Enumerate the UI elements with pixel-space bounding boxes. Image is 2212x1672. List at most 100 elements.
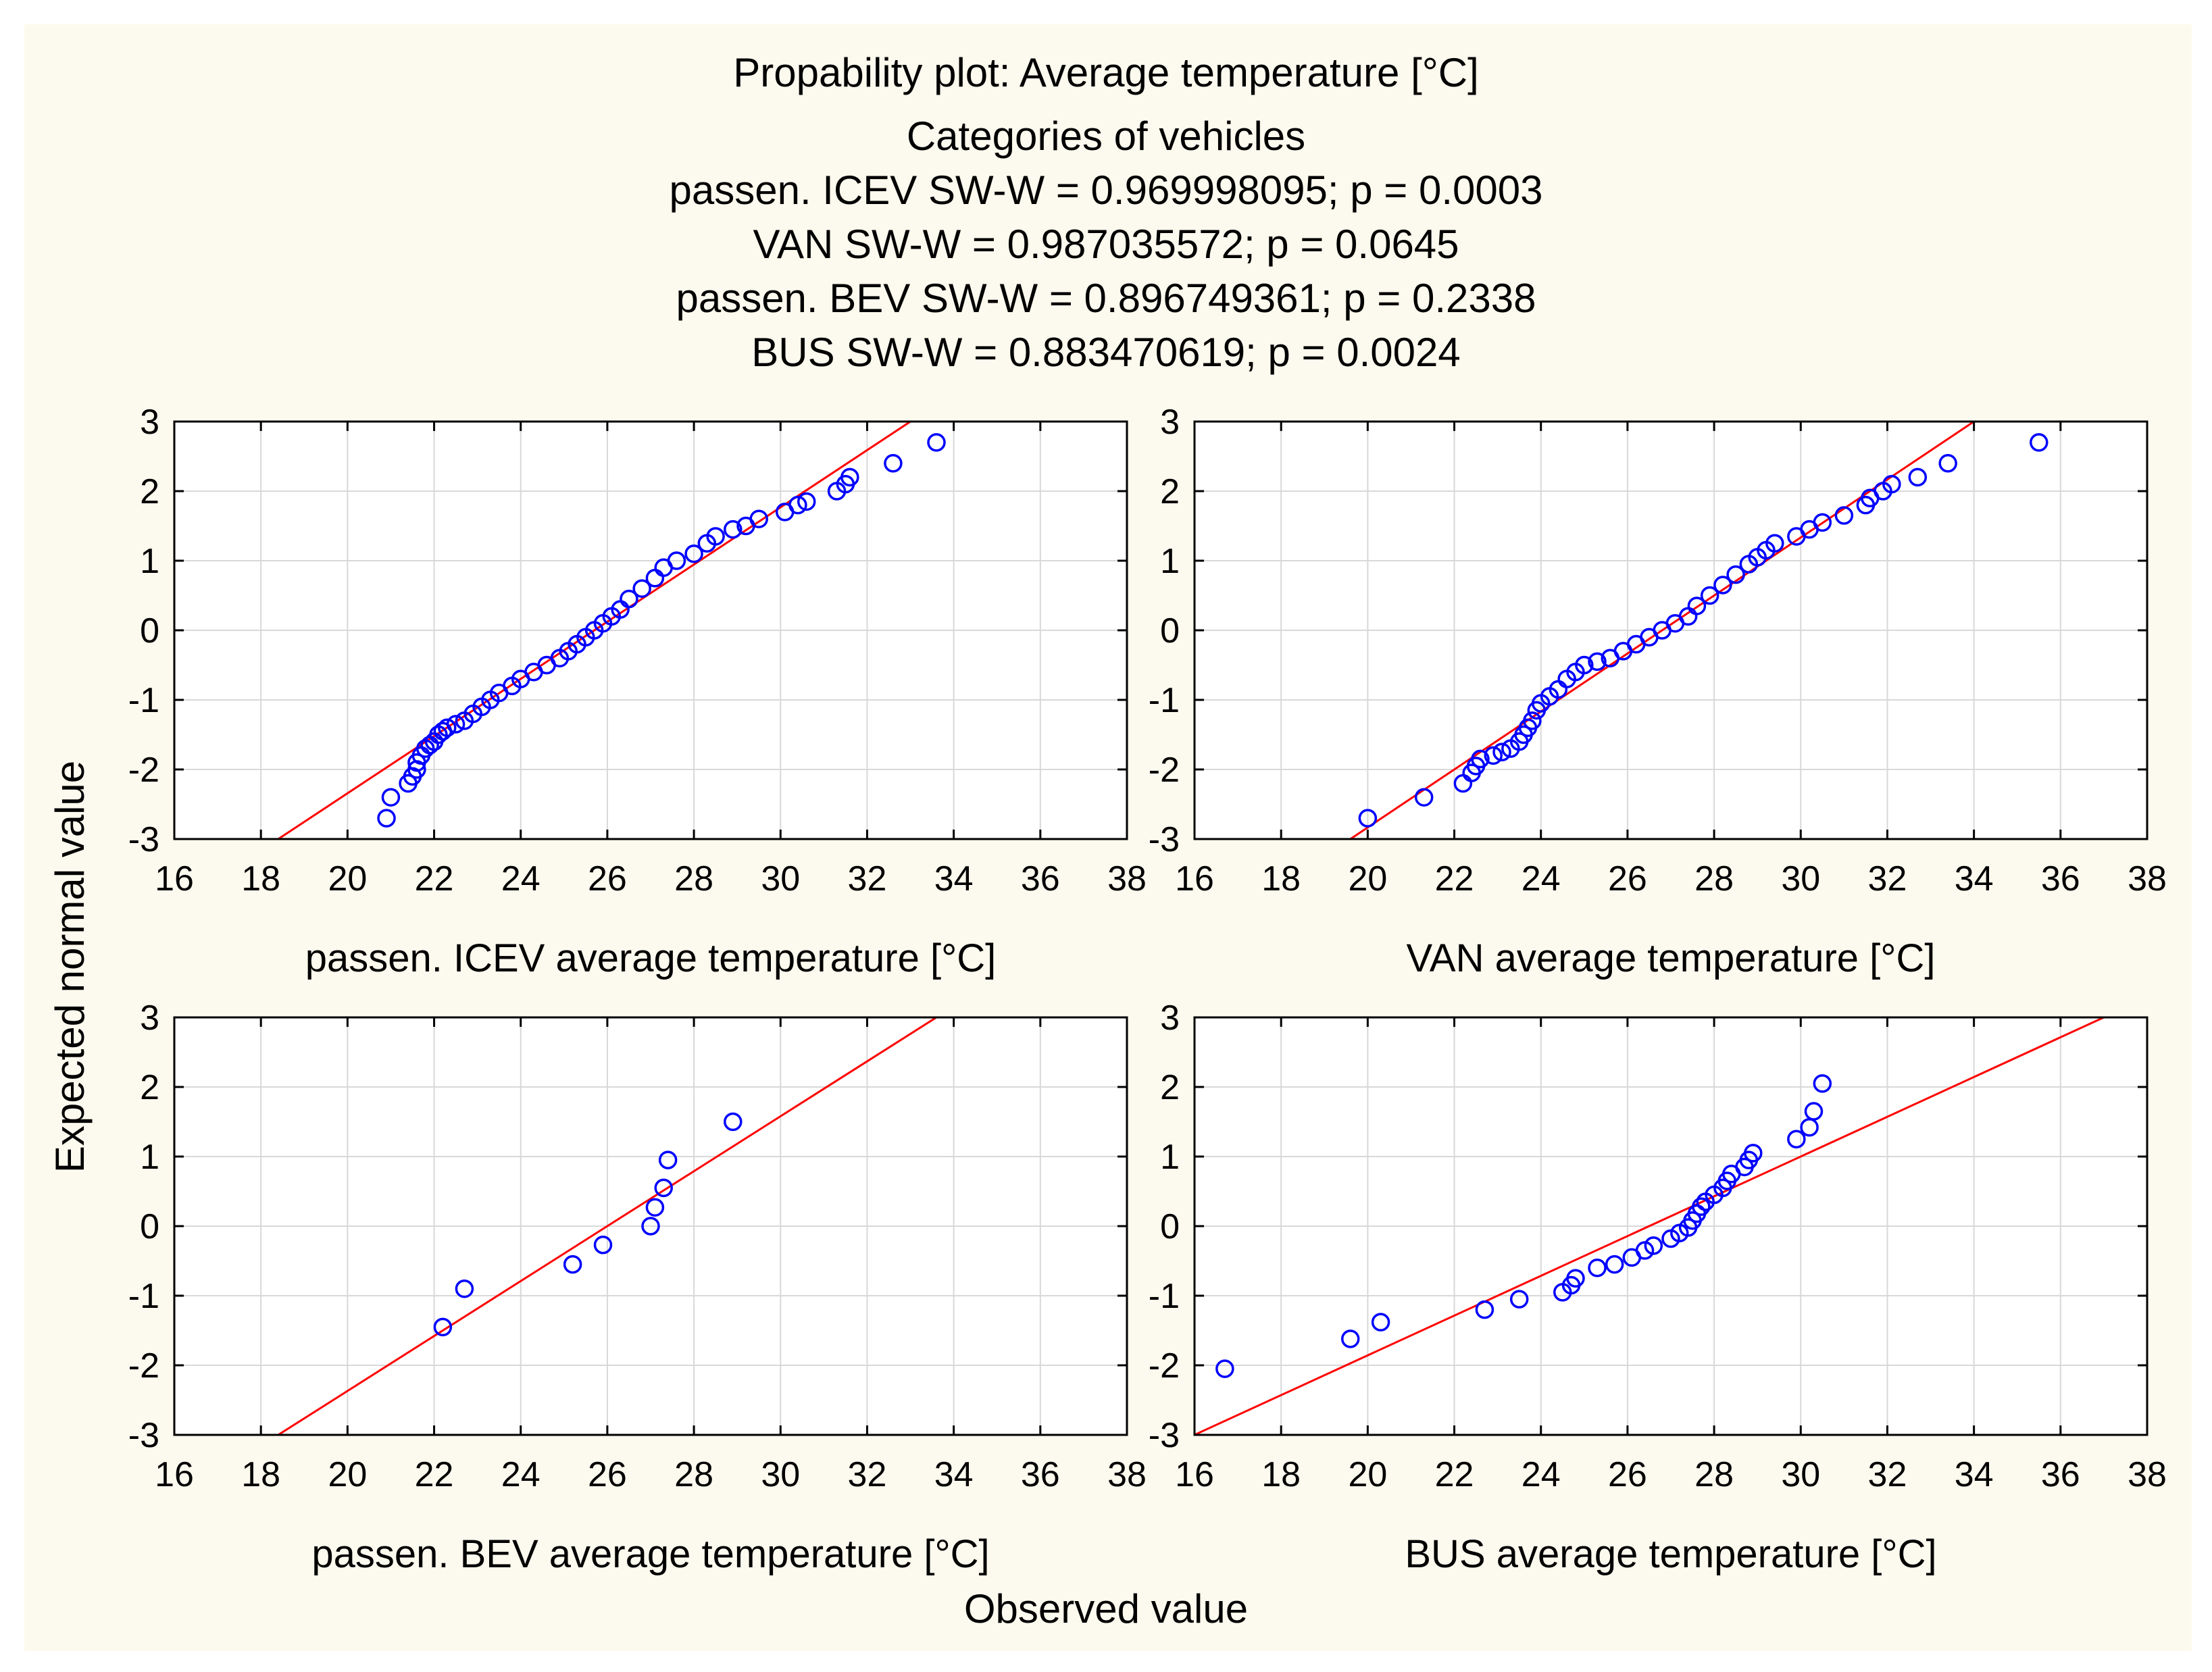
data-point xyxy=(1605,1255,1624,1274)
data-point xyxy=(1692,1197,1711,1216)
x-tick-label: 24 xyxy=(501,1455,541,1494)
data-point xyxy=(1765,534,1784,553)
data-point xyxy=(1414,788,1434,807)
stat-line-van: VAN SW-W = 0.987035572; p = 0.0645 xyxy=(753,222,1459,267)
y-tick-label: 0 xyxy=(140,611,159,651)
y-tick-label: 2 xyxy=(1160,472,1180,511)
data-point xyxy=(377,809,396,828)
x-tick-label: 22 xyxy=(1435,1455,1474,1494)
data-point xyxy=(927,433,946,452)
data-point xyxy=(1938,454,1957,473)
data-point xyxy=(1509,1290,1529,1309)
x-tick-label: 36 xyxy=(2041,1455,2080,1494)
data-point xyxy=(1713,576,1732,594)
data-point xyxy=(1575,655,1594,675)
data-point xyxy=(1700,586,1719,605)
x-tick-label: 18 xyxy=(241,859,280,898)
fit-line xyxy=(277,422,911,839)
data-point xyxy=(1908,467,1928,487)
x-tick-label: 20 xyxy=(1348,859,1387,898)
data-point xyxy=(2030,433,2048,452)
stat-line-bus: BUS SW-W = 0.883470619; p = 0.0024 xyxy=(751,330,1461,375)
y-tick-label: 0 xyxy=(140,1207,159,1246)
x-tick-label: 28 xyxy=(674,1455,713,1494)
chart-title: Propability plot: Average temperature [°… xyxy=(733,50,1479,95)
x-tick-label: 36 xyxy=(1021,859,1060,898)
y-tick-label: 1 xyxy=(140,1138,159,1177)
x-tick-label: 34 xyxy=(1955,859,1994,898)
data-point xyxy=(563,1255,582,1274)
y-tick-label: -3 xyxy=(128,1416,159,1455)
y-tick-label: 1 xyxy=(1160,1138,1180,1177)
data-point xyxy=(1726,565,1745,584)
data-point xyxy=(684,544,703,563)
data-point xyxy=(645,1198,665,1217)
data-point xyxy=(1484,746,1503,765)
y-tick-label: -2 xyxy=(128,751,159,790)
x-tick-label: 32 xyxy=(1868,859,1907,898)
data-point xyxy=(593,1236,613,1255)
y-tick-label: 2 xyxy=(1160,1068,1180,1107)
x-tick-label: 18 xyxy=(241,1455,280,1494)
data-point xyxy=(1588,1259,1607,1277)
x-tick-label: 34 xyxy=(934,859,974,898)
data-point xyxy=(446,715,466,734)
y-tick-label: -1 xyxy=(128,1277,159,1316)
y-tick-label: -2 xyxy=(1149,751,1180,790)
data-point xyxy=(788,495,807,515)
data-point xyxy=(1475,1300,1494,1319)
plot-bev: 16 18 20 22 24 26 28 30 32 34 36 38 -3 -2 -1 0 1 2 3 xyxy=(128,998,1147,1494)
x-tick-label: 38 xyxy=(1107,859,1147,898)
data-point xyxy=(840,467,859,487)
x-tick-label: 22 xyxy=(415,859,454,898)
x-tick-label: 20 xyxy=(328,859,367,898)
x-tick-label: 24 xyxy=(1522,859,1561,898)
x-tick-label: 26 xyxy=(588,859,627,898)
x-tick-label: 30 xyxy=(761,1455,800,1494)
plot-icev: 16 18 20 22 24 26 28 30 32 34 36 38 -3 -2 -1 0 1 2 3 xyxy=(128,403,1147,898)
data-point xyxy=(1882,474,1901,494)
x-tick-label: 36 xyxy=(1021,1455,1060,1494)
x-tick-label: 30 xyxy=(1781,1455,1820,1494)
stat-line-bev: passen. BEV SW-W = 0.896749361; p = 0.23… xyxy=(676,276,1536,321)
y-tick-label: -3 xyxy=(128,820,159,859)
data-point xyxy=(724,1112,743,1132)
y-tick-label: 3 xyxy=(1160,403,1180,442)
y-tick-label: 3 xyxy=(140,998,159,1038)
y-tick-label: -3 xyxy=(1149,1416,1180,1455)
data-point xyxy=(1358,809,1378,828)
x-tick-label: 38 xyxy=(2128,859,2167,898)
x-tick-label: 38 xyxy=(1107,1455,1147,1494)
data-point xyxy=(632,579,651,598)
plot-bus: 16 18 20 22 24 26 28 30 32 34 36 38 -3 -2 -1 0 1 2 3 xyxy=(1149,998,2167,1494)
x-tick-label: 30 xyxy=(761,859,800,898)
stat-line-icev: passen. ICEV SW-W = 0.969998095; p = 0.0… xyxy=(669,168,1543,213)
x-tick-label: 28 xyxy=(1694,1455,1734,1494)
x-tick-label: 32 xyxy=(1868,1455,1907,1494)
chart-subtitle: Categories of vehicles xyxy=(906,113,1306,159)
shared-y-axis-title: Expected normal value xyxy=(47,760,93,1173)
y-tick-label: 3 xyxy=(1160,998,1180,1038)
data-point xyxy=(1340,1329,1360,1348)
data-point xyxy=(1787,1130,1806,1148)
data-point xyxy=(1566,1269,1585,1288)
data-point xyxy=(1813,513,1832,532)
data-point xyxy=(1492,742,1511,761)
data-point xyxy=(641,1217,660,1236)
fit-line xyxy=(278,1017,937,1435)
data-point xyxy=(1371,1313,1390,1332)
x-tick-label: 28 xyxy=(674,859,713,898)
x-tick-label: 34 xyxy=(934,1455,974,1494)
xlabel-bev: passen. BEV average temperature [°C] xyxy=(311,1532,990,1576)
data-point xyxy=(1588,652,1607,672)
y-tick-label: 0 xyxy=(1160,611,1180,651)
data-point xyxy=(1687,597,1707,615)
data-point xyxy=(724,520,743,539)
x-tick-label: 26 xyxy=(588,1455,627,1494)
x-tick-label: 34 xyxy=(1955,1455,1994,1494)
x-tick-label: 28 xyxy=(1694,859,1734,898)
y-tick-label: -1 xyxy=(1149,681,1180,720)
plot-van: 16 18 20 22 24 26 28 30 32 34 36 38 -3 -2 -1 0 1 2 3 xyxy=(1149,403,2167,898)
data-point xyxy=(1471,749,1490,769)
